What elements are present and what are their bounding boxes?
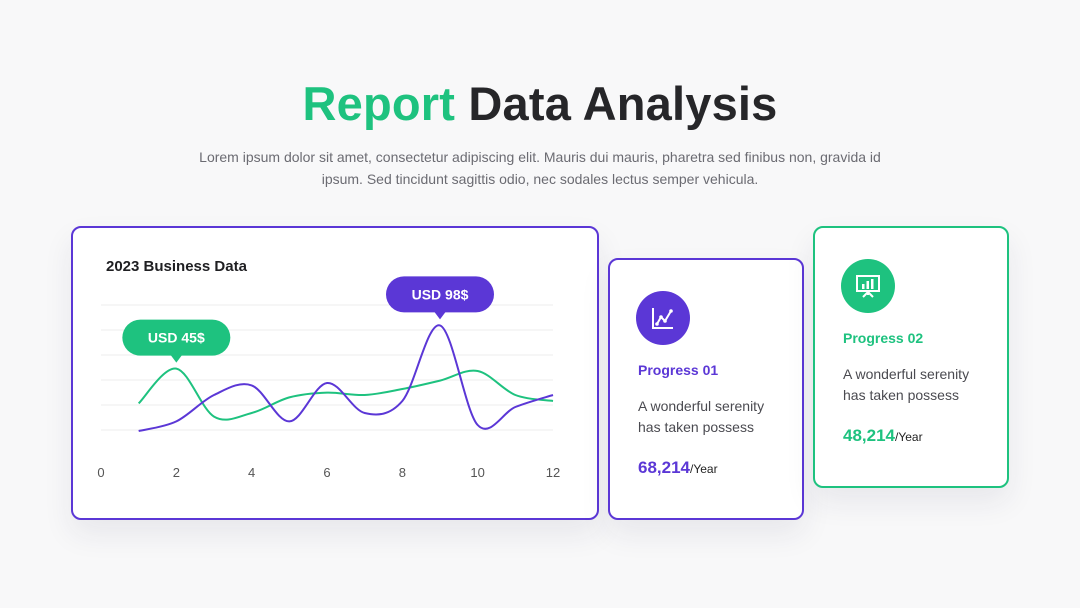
x-tick-label: 12 bbox=[546, 465, 560, 480]
progress-card-1: Progress 01 A wonderful serenity has tak… bbox=[608, 258, 804, 520]
progress-number: 48,214 bbox=[843, 426, 895, 445]
callout-pointer bbox=[434, 311, 446, 320]
value-callout: USD 45$ bbox=[122, 319, 231, 363]
presentation-board-icon bbox=[841, 259, 895, 313]
x-tick-label: 2 bbox=[173, 465, 180, 480]
progress-unit: /Year bbox=[895, 430, 923, 444]
callout-bubble bbox=[386, 276, 494, 313]
progress-label: Progress 01 bbox=[638, 362, 719, 378]
series-line-2 bbox=[138, 324, 554, 432]
callout-label: USD 45$ bbox=[148, 330, 205, 346]
chart-card: USD 45$ USD 98$ 0 2 4 6 8 10 12 2023 Business D… bbox=[71, 226, 599, 520]
progress-description: A wonderful serenity has taken possess bbox=[638, 398, 765, 435]
x-tick-label: 4 bbox=[248, 465, 255, 480]
progress-description: A wonderful serenity has taken possess bbox=[843, 366, 970, 403]
page-subtitle: Lorem ipsum dolor sit amet, consectetur … bbox=[199, 149, 881, 187]
x-tick-label: 8 bbox=[399, 465, 406, 480]
x-tick-label: 0 bbox=[97, 465, 104, 480]
series-line-1 bbox=[137, 367, 554, 421]
line-chart-icon bbox=[636, 291, 690, 345]
progress-value: 68,214/Year bbox=[638, 458, 718, 478]
progress-unit: /Year bbox=[690, 462, 718, 476]
callout-pointer bbox=[170, 354, 183, 363]
progress-number: 68,214 bbox=[638, 458, 690, 477]
progress-value: 48,214/Year bbox=[843, 426, 923, 446]
x-tick-label: 10 bbox=[470, 465, 484, 480]
progress-card-2: Progress 02 A wonderful serenity has tak… bbox=[813, 226, 1009, 488]
progress-label: Progress 02 bbox=[843, 330, 924, 346]
title-rest: Data Analysis bbox=[468, 77, 778, 130]
title-accent: Report bbox=[302, 77, 456, 130]
callout-bubble bbox=[122, 319, 231, 356]
value-callout: USD 98$ bbox=[386, 276, 494, 320]
callout-label: USD 98$ bbox=[412, 286, 469, 302]
x-tick-label: 6 bbox=[323, 465, 330, 480]
business-line-chart: USD 45$ USD 98$ 0 2 4 6 8 10 12 bbox=[97, 276, 560, 480]
page-title: Report Data Analysis bbox=[0, 76, 1080, 131]
chart-title: 2023 Business Data bbox=[106, 258, 247, 275]
